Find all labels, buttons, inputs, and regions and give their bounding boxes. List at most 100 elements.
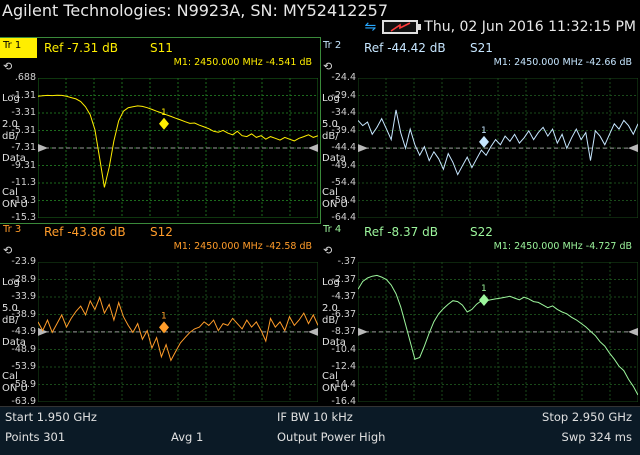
marker-readout: M1: 2450.000 MHz -42.66 dB [493,57,632,68]
reference-arrow-left-icon [358,144,368,153]
marker-number: 1 [161,108,167,118]
cal-state: ON U [2,383,28,394]
reference-arrow-right-icon [628,144,638,153]
format-label[interactable]: Log [322,277,340,288]
reference-arrow-right-icon [308,327,318,336]
y-tick-label: -48.9 [11,343,36,355]
y-tick-label: -16.4 [331,396,356,407]
y-tick-label: -6.37 [331,308,356,320]
y-tick-label: -13.3 [11,194,36,206]
reference-level[interactable]: Ref -44.42 dB [364,41,446,55]
start-frequency[interactable]: Start 1.950 GHz [5,410,97,424]
s-parameter-label[interactable]: S22 [470,225,493,239]
scale-icon[interactable]: ⟲ [323,60,333,73]
s-parameter-label[interactable]: S11 [150,41,173,55]
sweep-time[interactable]: Swp 324 ms [561,430,632,444]
y-tick-label: -28.9 [11,273,36,285]
points-count[interactable]: Points 301 [5,430,66,444]
if-bandwidth[interactable]: IF BW 10 kHz [277,410,353,424]
reference-arrow-left-icon [38,327,48,336]
y-tick-label: -59.4 [331,194,356,206]
scale-unit[interactable]: dB/ [2,315,19,326]
cal-label: Cal [2,187,18,198]
trace-label[interactable]: Tr 4 [323,224,342,235]
format-label[interactable]: Log [2,277,20,288]
marker-readout: M1: 2450.000 MHz -4.541 dB [173,57,312,68]
reference-level[interactable]: Ref -43.86 dB [44,225,126,239]
reference-arrow-right-icon [308,144,318,153]
trace-line [358,274,638,396]
trace-panel-tr2[interactable]: Tr 2 ⟲ Ref -44.42 dB S21 M1: 2450.000 MHz -4… [320,38,640,223]
cal-state: ON U [322,199,348,210]
data-mode[interactable]: Data [322,153,346,164]
format-label[interactable]: Log [322,93,340,104]
y-tick-label: -14.4 [331,378,356,390]
trace-panel-tr4[interactable]: Tr 4 ⟲ Ref -8.37 dB S22 M1: 2450.000 MHz -4.… [320,222,640,407]
y-tick-label: -15.3 [11,212,36,223]
s-parameter-label[interactable]: S12 [150,225,173,239]
y-tick-label: -9.31 [11,159,36,171]
marker-diamond-icon [479,135,489,148]
data-mode[interactable]: Data [322,337,346,348]
data-mode[interactable]: Data [2,153,26,164]
app-title: Agilent Technologies: N9923A, SN: MY5241… [2,1,389,20]
reference-level[interactable]: Ref -7.31 dB [44,41,118,55]
marker-diamond-icon [479,294,489,307]
data-mode[interactable]: Data [2,337,26,348]
averaging[interactable]: Avg 1 [171,430,204,444]
reference-level[interactable]: Ref -8.37 dB [364,225,438,239]
trace-panel-tr1[interactable]: Tr 1 ⟲ Ref -7.31 dB S11 M1: 2450.000 MHz -4.… [0,37,321,224]
y-tick-label: -29.4 [331,89,356,101]
y-tick-label: -5.31 [11,124,36,136]
scale-icon[interactable]: ⟲ [3,60,13,73]
y-tick-label: -24.4 [331,72,356,83]
scale-value[interactable]: 5.0 [2,303,18,314]
trace-label[interactable]: Tr 2 [323,40,342,51]
scale-icon[interactable]: ⟲ [3,244,13,257]
trace-plot[interactable]: 1 [38,78,318,218]
status-area: ⇋ Thu, 02 Jun 2016 11:32:15 PM [365,19,636,35]
scale-unit[interactable]: dB/ [322,131,339,142]
cal-state: ON U [2,199,28,210]
scale-unit[interactable]: dB/ [322,315,339,326]
y-tick-label: -10.4 [331,343,356,355]
reference-arrow-left-icon [38,144,48,153]
scale-value[interactable]: 2.0 [322,303,338,314]
trace-label[interactable]: Tr 3 [3,224,22,235]
trace-panel-tr3[interactable]: Tr 3 ⟲ Ref -43.86 dB S12 M1: 2450.000 MHz -4… [0,222,320,407]
trace-plot[interactable]: 1 [38,262,318,402]
cal-label: Cal [322,187,338,198]
scale-icon[interactable]: ⟲ [323,244,333,257]
y-tick-label: -23.9 [11,256,36,267]
status-footer: Start 1.950 GHz IF BW 10 kHz Stop 2.950 … [0,406,640,455]
reference-arrow-right-icon [628,327,638,336]
y-tick-label: -8.37 [331,326,356,337]
y-tick-label: -44.4 [331,142,356,153]
trace-line [38,94,318,188]
marker-number: 1 [481,284,487,294]
y-tick-label: -38.9 [11,308,36,320]
marker-diamond-icon [159,321,169,334]
y-tick-label: .688 [14,72,36,83]
trace-label[interactable]: Tr 1 [0,38,37,58]
cal-label: Cal [2,371,18,382]
marker-number: 1 [481,126,487,136]
cal-label: Cal [322,371,338,382]
scale-unit[interactable]: dB/ [2,131,19,142]
marker-readout: M1: 2450.000 MHz -42.58 dB [173,241,312,252]
y-tick-label: -43.9 [11,326,36,337]
y-tick-label: -63.9 [11,396,36,407]
stop-frequency[interactable]: Stop 2.950 GHz [542,410,632,424]
scale-value[interactable]: 5.0 [322,119,338,130]
trace-line [358,109,638,176]
scale-value[interactable]: 2.0 [2,119,18,130]
trace-plot[interactable]: 1 [358,78,638,218]
output-power[interactable]: Output Power High [277,430,386,444]
y-tick-label: -2.37 [331,273,356,285]
marker-diamond-icon [159,117,169,130]
trace-plot[interactable]: 1 [358,262,638,402]
y-tick-label: -39.4 [331,124,356,136]
s-parameter-label[interactable]: S21 [470,41,493,55]
format-label[interactable]: Log [2,93,20,104]
y-tick-label: -49.4 [331,159,356,171]
